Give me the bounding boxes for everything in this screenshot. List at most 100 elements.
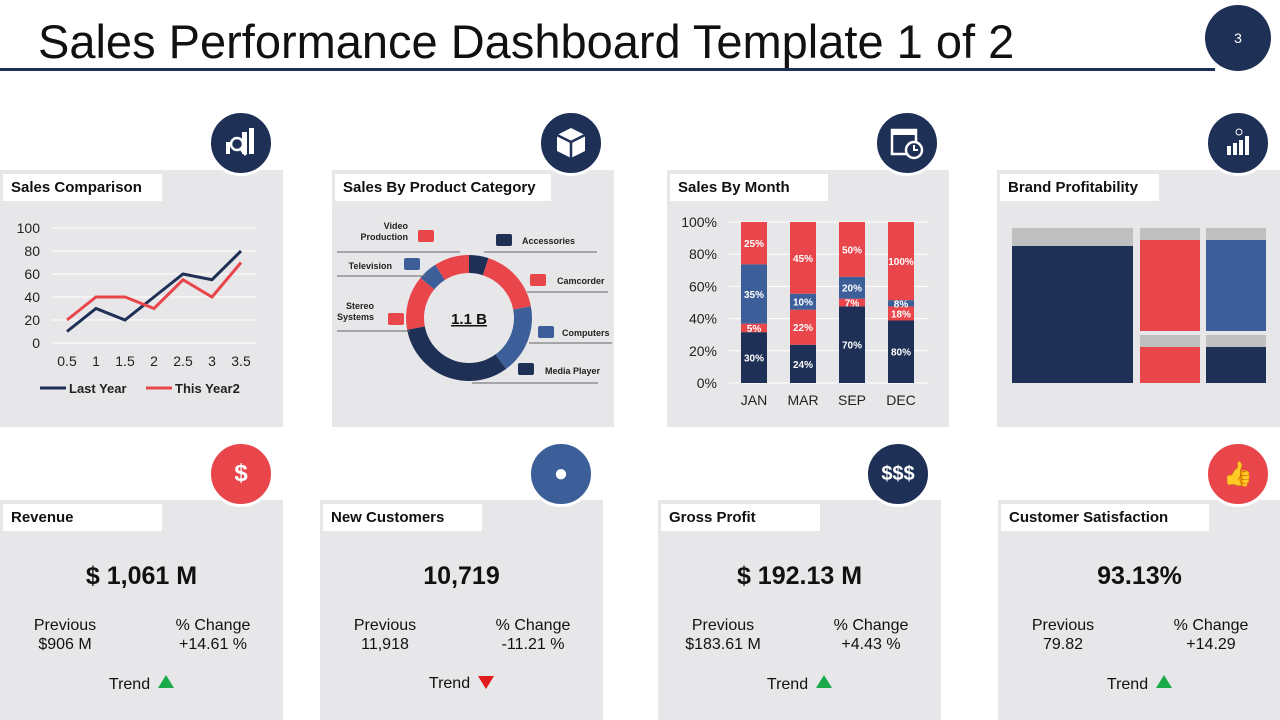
x-tick-label: 0.5 — [57, 353, 77, 369]
treemap-header — [1206, 228, 1266, 240]
kpi-trend: Trend — [0, 675, 283, 694]
kpi-change: % Change +14.29 — [1146, 616, 1276, 654]
donut-slice — [406, 277, 435, 330]
previous-label: Previous — [1031, 617, 1095, 634]
category-icon — [404, 258, 420, 270]
previous-value: $183.61 M — [685, 636, 761, 653]
donut-slice — [420, 264, 445, 290]
change-value: +14.29 — [1186, 636, 1236, 653]
previous-label: Previous — [691, 617, 755, 634]
data-label: 5% — [747, 324, 762, 335]
bar-segment — [741, 264, 767, 324]
page-number-badge: 3 — [1205, 5, 1271, 71]
kpi-panel-revenue: Revenue $ 1,061 M Previous $906 M % Chang… — [0, 500, 283, 720]
category-icon — [418, 230, 434, 242]
y-tick-label: 0 — [32, 335, 40, 351]
title-divider — [0, 68, 1215, 71]
kpi-panel-customer-satisfaction: Customer Satisfaction 93.13% Previous 79.… — [998, 500, 1280, 720]
kpi-previous: Previous $183.61 M — [658, 616, 788, 654]
trend-label: Trend — [1106, 676, 1149, 693]
bar-segment — [839, 222, 865, 277]
bar-segment — [790, 344, 816, 383]
treemap-header — [1140, 335, 1200, 347]
trend-label: Trend — [108, 676, 151, 693]
dollars-up-icon: $$$ — [865, 441, 931, 507]
data-label: 80% — [891, 348, 911, 359]
previous-label: Previous — [33, 617, 97, 634]
category-label: Production — [361, 232, 409, 242]
previous-label: Previous — [353, 617, 417, 634]
kpi-value: $ 192.13 M — [736, 562, 863, 590]
donut-slice — [469, 255, 489, 276]
x-tick-label: 3.5 — [231, 353, 251, 369]
x-tick-label: 2.5 — [173, 353, 193, 369]
treemap-header — [1012, 228, 1133, 246]
bar-segment — [741, 332, 767, 383]
x-tick-label: MAR — [787, 392, 818, 408]
previous-value: 11,918 — [361, 636, 409, 653]
growth-tag-icon — [1205, 110, 1271, 176]
donut-slice — [407, 326, 507, 381]
data-label: 24% — [793, 360, 813, 371]
kpi-change: % Change +4.43 % — [806, 616, 936, 654]
category-icon — [518, 363, 534, 375]
data-label: 25% — [744, 239, 764, 250]
series-line-this-year2 — [66, 261, 243, 322]
donut-slice — [482, 258, 531, 310]
trend-up-icon — [816, 675, 833, 688]
bar-segment — [888, 300, 914, 307]
category-label: Systems — [337, 312, 374, 322]
box-icon — [538, 110, 604, 176]
user-icon: ● — [528, 441, 594, 507]
data-label: 45% — [793, 254, 813, 265]
data-label: 100% — [888, 257, 914, 268]
y-tick-label: 60% — [689, 278, 717, 294]
category-label: Video — [384, 221, 409, 231]
treemap-chart — [1012, 228, 1266, 383]
treemap-block — [1012, 246, 1133, 383]
treemap-header — [1206, 335, 1266, 347]
sales-comparison-panel: Sales Comparison 0 20 40 60 80 100 0.5 1 1.5 2 2.5… — [0, 170, 283, 427]
change-label: % Change — [495, 617, 571, 634]
y-tick-label: 0% — [697, 375, 717, 391]
kpi-trend: Trend — [320, 675, 603, 693]
treemap-block — [1140, 347, 1200, 383]
donut-slice — [435, 255, 469, 281]
bar-segment — [888, 306, 914, 321]
bar-segment — [839, 298, 865, 307]
previous-value: $906 M — [38, 636, 92, 653]
x-tick-label: 1.5 — [115, 353, 135, 369]
x-tick-label: SEP — [838, 392, 866, 408]
kpi-title: Customer Satisfaction — [1001, 504, 1209, 531]
bar-segment — [790, 293, 816, 310]
panel-title: Sales Comparison — [3, 174, 162, 201]
y-tick-label: 40 — [24, 289, 40, 305]
calendar-clock-icon — [874, 110, 940, 176]
category-icon — [388, 313, 404, 325]
data-label: 8% — [894, 299, 909, 310]
category-icon — [538, 326, 554, 338]
y-tick-label: 20 — [24, 312, 40, 328]
panel-title: Sales By Product Category — [335, 174, 551, 201]
data-label: 50% — [842, 245, 862, 256]
bar-segment — [741, 222, 767, 265]
hand-coin-icon: $ — [208, 441, 274, 507]
kpi-change: % Change -11.21 % — [468, 616, 598, 654]
bar-segment — [839, 276, 865, 299]
bar-segment — [790, 222, 816, 294]
bar-segment — [790, 309, 816, 345]
data-label: 7% — [845, 299, 860, 310]
page-title: Sales Performance Dashboard Template 1 o… — [38, 15, 1015, 68]
treemap-block — [1206, 347, 1266, 383]
category-label: Computers — [562, 328, 610, 338]
bar-segment — [741, 323, 767, 333]
brand-profitability-panel: Brand Profitability — [997, 170, 1280, 427]
category-label: Accessories — [522, 236, 575, 246]
chart-search-icon — [208, 110, 274, 176]
kpi-previous: Previous $906 M — [0, 616, 130, 654]
y-tick-label: 80% — [689, 246, 717, 262]
trend-up-icon — [158, 675, 175, 688]
product-category-panel: Sales By Product Category 1.1 B Video Prod… — [332, 170, 614, 427]
x-tick-label: JAN — [741, 392, 767, 408]
kpi-previous: Previous 79.82 — [998, 616, 1128, 654]
